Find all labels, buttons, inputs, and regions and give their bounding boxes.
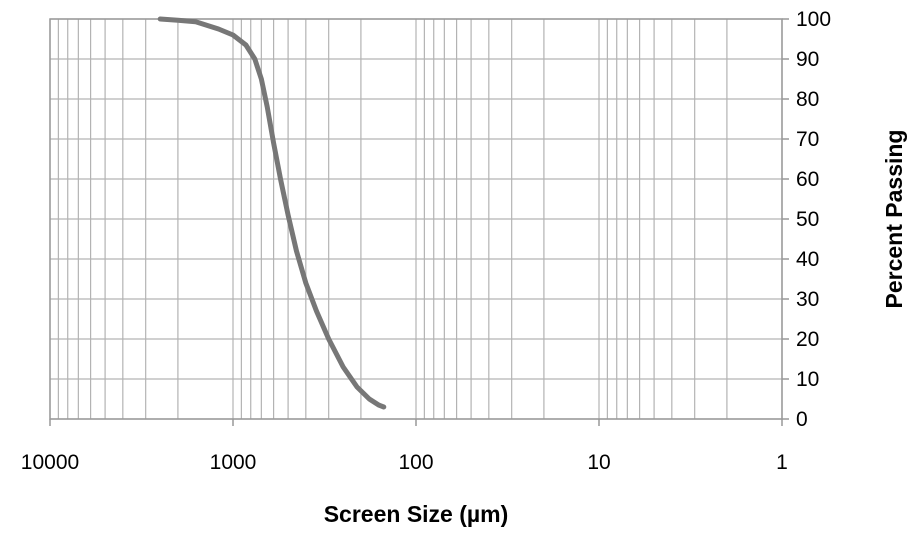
y-tick-label: 0 — [796, 408, 808, 431]
y-tick-label: 60 — [796, 168, 819, 191]
x-axis-title: Screen Size (µm) — [324, 501, 509, 527]
y-tick-label: 70 — [796, 128, 819, 151]
x-tick-label: 1 — [776, 451, 788, 474]
x-axis: 10000 1000 100 10 1 — [21, 419, 788, 474]
y-tick-label: 10 — [796, 368, 819, 391]
y-tick-label: 90 — [796, 48, 819, 71]
x-tick-label: 10 — [587, 451, 610, 474]
x-tick-label: 100 — [398, 451, 433, 474]
series-line — [157, 16, 387, 410]
y-tick-label: 40 — [796, 248, 819, 271]
y-axis-title: Percent Passing — [881, 130, 907, 309]
series-group — [157, 16, 387, 410]
y-axis: 0 10 20 30 40 50 60 70 80 90 100 — [782, 8, 831, 431]
y-tick-label: 80 — [796, 88, 819, 111]
x-tick-label: 1000 — [210, 451, 257, 474]
y-tick-label: 100 — [796, 8, 831, 31]
y-tick-label: 30 — [796, 288, 819, 311]
y-tick-label: 50 — [796, 208, 819, 231]
x-tick-label: 10000 — [21, 451, 79, 474]
grid — [49, 18, 783, 420]
y-tick-label: 20 — [796, 328, 819, 351]
